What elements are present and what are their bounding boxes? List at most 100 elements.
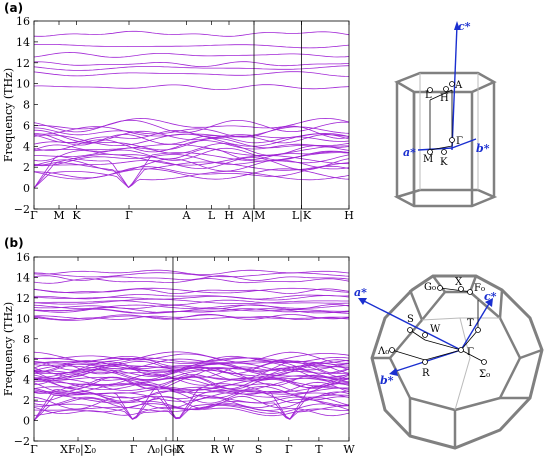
bz-point-label: G₀ (424, 282, 436, 293)
brillouin-zone-a: A L H Γ M Ka* b* c* (393, 20, 498, 208)
bz-point (449, 81, 455, 87)
bz-point (422, 359, 428, 365)
y-tick-label: 4 (23, 140, 30, 153)
bz-bottom-face (393, 188, 498, 208)
band-line (34, 129, 349, 143)
band-line (34, 137, 349, 151)
x-tick-label: K (72, 209, 81, 222)
band-line (34, 304, 349, 309)
bz-point (458, 347, 464, 353)
band-line (34, 144, 349, 156)
band-line (34, 147, 349, 161)
band-line (34, 51, 349, 58)
x-tick-label: T (315, 443, 323, 456)
band-line (34, 386, 349, 399)
bz-point (427, 149, 433, 155)
b-star-vector (451, 138, 477, 149)
y-tick-label: 10 (16, 312, 30, 325)
bz-path (391, 349, 426, 361)
x-tick-label: L (208, 209, 216, 222)
bz-path (424, 349, 462, 361)
band-line (34, 168, 349, 180)
x-tick-label: H (224, 209, 234, 222)
bz-point-label: R (422, 368, 430, 379)
band-line (34, 84, 349, 90)
x-tick-label: A (182, 209, 192, 222)
x-tick-label: S (255, 443, 263, 456)
x-tick-label: Γ (30, 443, 38, 456)
band-line (34, 366, 349, 378)
c-star-arrowhead (485, 298, 493, 307)
c-star-label: c* (484, 290, 497, 303)
band-line (34, 356, 349, 363)
y-tick-label: 14 (16, 36, 30, 49)
bz-path (429, 89, 453, 101)
c-star-vector (460, 301, 491, 351)
bz-point-label: Γ (467, 347, 474, 358)
bz-point-label: H (440, 93, 449, 104)
x-tick-label: R (211, 443, 220, 456)
band-line (34, 351, 349, 364)
y-tick-label: 16 (16, 15, 30, 28)
bz-hidden-edge (421, 317, 500, 321)
y-tick-label: 0 (23, 415, 30, 428)
band-line (34, 315, 349, 321)
y-tick-label: −2 (14, 435, 30, 448)
bz-point (441, 149, 447, 155)
x-tick-label: XF₀|Σ₀ (60, 443, 96, 457)
bz-outline (370, 274, 544, 450)
x-tick-label: A|M (242, 209, 266, 223)
band-line (34, 154, 349, 167)
band-line (34, 307, 349, 313)
y-tick-label: 6 (23, 119, 30, 132)
y-tick-label: 2 (23, 161, 30, 174)
y-tick-label: −2 (14, 203, 30, 216)
bz-point (422, 332, 428, 338)
y-tick-label: 8 (23, 333, 30, 346)
band-line (34, 365, 349, 379)
x-tick-label: Γ (285, 443, 293, 456)
band-line (34, 126, 349, 138)
panel-b: (b) Frequency (THz) −2 0 2 4 6 8 10 12 14 16 Γ XF₀|Σ₀… (2, 236, 355, 457)
bz-point (449, 137, 455, 143)
bz-path (409, 329, 426, 341)
b-star-arrowhead (389, 368, 398, 376)
band-lines (34, 30, 349, 189)
y-tick-label: 14 (16, 271, 30, 284)
band-line (34, 165, 349, 179)
bz-point-label: X (455, 277, 463, 288)
bz-path (460, 329, 479, 351)
bz-point-label: Γ (456, 136, 463, 147)
band-line (34, 308, 349, 314)
band-line (34, 44, 349, 49)
band-line (34, 395, 349, 409)
band-line (34, 139, 349, 153)
y-tick-label: 12 (16, 57, 30, 70)
band-line (34, 381, 349, 395)
panel-label: (b) (4, 236, 24, 250)
band-line (34, 119, 349, 134)
x-tick-label: H (344, 209, 354, 222)
band-line (34, 61, 349, 67)
panel-label: (a) (4, 1, 23, 15)
band-line (34, 389, 349, 402)
band-line (34, 117, 349, 130)
band-line (34, 287, 349, 294)
bz-point-label: A (454, 80, 463, 91)
y-axis-label: Frequency (THz) (2, 302, 15, 396)
bz-point (407, 327, 413, 333)
bz-edge (432, 275, 478, 294)
band-line (34, 157, 349, 171)
bz-point-label: Λ₀ (377, 346, 389, 357)
band-line (34, 378, 349, 391)
band-line (34, 295, 349, 301)
plot-frame (33, 20, 350, 210)
plot-frame (33, 256, 350, 442)
x-tick-label: Γ (130, 443, 138, 456)
y-tick-label: 4 (23, 374, 30, 387)
y-tick-label: 12 (16, 292, 30, 305)
band-line (34, 71, 349, 77)
bz-edge (408, 396, 456, 436)
